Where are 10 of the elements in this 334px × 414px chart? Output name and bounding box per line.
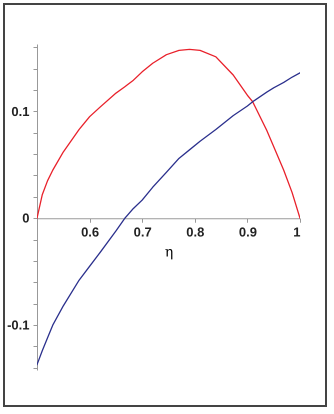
y-tick-label: 0	[22, 210, 30, 226]
y-tick-label: -0.1	[7, 318, 30, 333]
x-axis-title: η	[164, 244, 174, 261]
x-tick-label: 0.9	[238, 224, 257, 240]
x-tick-label: 1	[293, 224, 300, 240]
y-tick-label: 0.1	[11, 104, 30, 119]
x-tick-label: 0.8	[186, 224, 204, 240]
x-tick-label: 0.6	[81, 224, 100, 240]
line-series	[37, 72, 300, 366]
x-tick-label: 0.7	[134, 224, 152, 240]
